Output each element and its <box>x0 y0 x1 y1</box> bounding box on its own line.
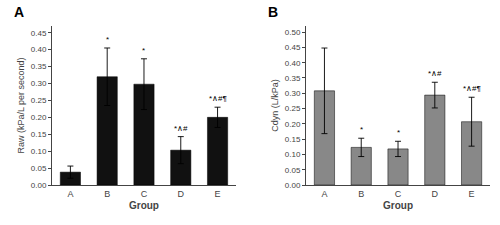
svg-text:*: * <box>360 125 363 134</box>
svg-text:0.20: 0.20 <box>285 120 301 129</box>
svg-text:Group: Group <box>129 200 159 211</box>
svg-text:0.50: 0.50 <box>285 28 301 37</box>
svg-text:E: E <box>215 189 221 199</box>
svg-text:B: B <box>268 4 278 20</box>
svg-text:D: D <box>432 189 439 199</box>
svg-text:A: A <box>14 4 24 20</box>
svg-text:*∧#: *∧# <box>174 124 188 133</box>
svg-text:0.10: 0.10 <box>285 150 301 159</box>
svg-text:0.45: 0.45 <box>31 29 47 38</box>
svg-text:Group: Group <box>383 200 413 211</box>
svg-text:Cdyn (L/kPa): Cdyn (L/kPa) <box>270 79 280 132</box>
svg-text:0.40: 0.40 <box>31 45 47 54</box>
svg-text:0.25: 0.25 <box>285 104 301 113</box>
svg-text:0.15: 0.15 <box>31 130 47 139</box>
svg-text:*: * <box>106 35 109 44</box>
svg-text:0.20: 0.20 <box>31 113 47 122</box>
svg-text:0.15: 0.15 <box>285 135 301 144</box>
svg-text:Raw (kPa/L per second): Raw (kPa/L per second) <box>16 57 26 153</box>
svg-text:0.35: 0.35 <box>31 62 47 71</box>
svg-text:0.25: 0.25 <box>31 96 47 105</box>
svg-text:C: C <box>141 189 148 199</box>
svg-text:0.00: 0.00 <box>285 181 301 190</box>
svg-text:0.30: 0.30 <box>31 79 47 88</box>
svg-text:D: D <box>178 189 185 199</box>
svg-text:0.30: 0.30 <box>285 89 301 98</box>
svg-text:0.10: 0.10 <box>31 147 47 156</box>
svg-text:*∧#¶: *∧#¶ <box>209 94 227 103</box>
svg-text:0.00: 0.00 <box>31 181 47 190</box>
svg-text:C: C <box>395 189 402 199</box>
svg-text:*: * <box>397 128 400 137</box>
svg-text:A: A <box>321 189 327 199</box>
svg-text:0.45: 0.45 <box>285 43 301 52</box>
svg-text:B: B <box>358 189 364 199</box>
svg-text:*∧#¶: *∧#¶ <box>463 84 481 93</box>
svg-text:0.05: 0.05 <box>31 164 47 173</box>
svg-text:A: A <box>67 189 73 199</box>
svg-text:E: E <box>469 189 475 199</box>
svg-text:B: B <box>104 189 110 199</box>
svg-text:*∧#: *∧# <box>428 69 442 78</box>
svg-text:0.05: 0.05 <box>285 166 301 175</box>
svg-text:0.35: 0.35 <box>285 74 301 83</box>
svg-text:*: * <box>142 46 145 55</box>
svg-text:0.40: 0.40 <box>285 58 301 67</box>
